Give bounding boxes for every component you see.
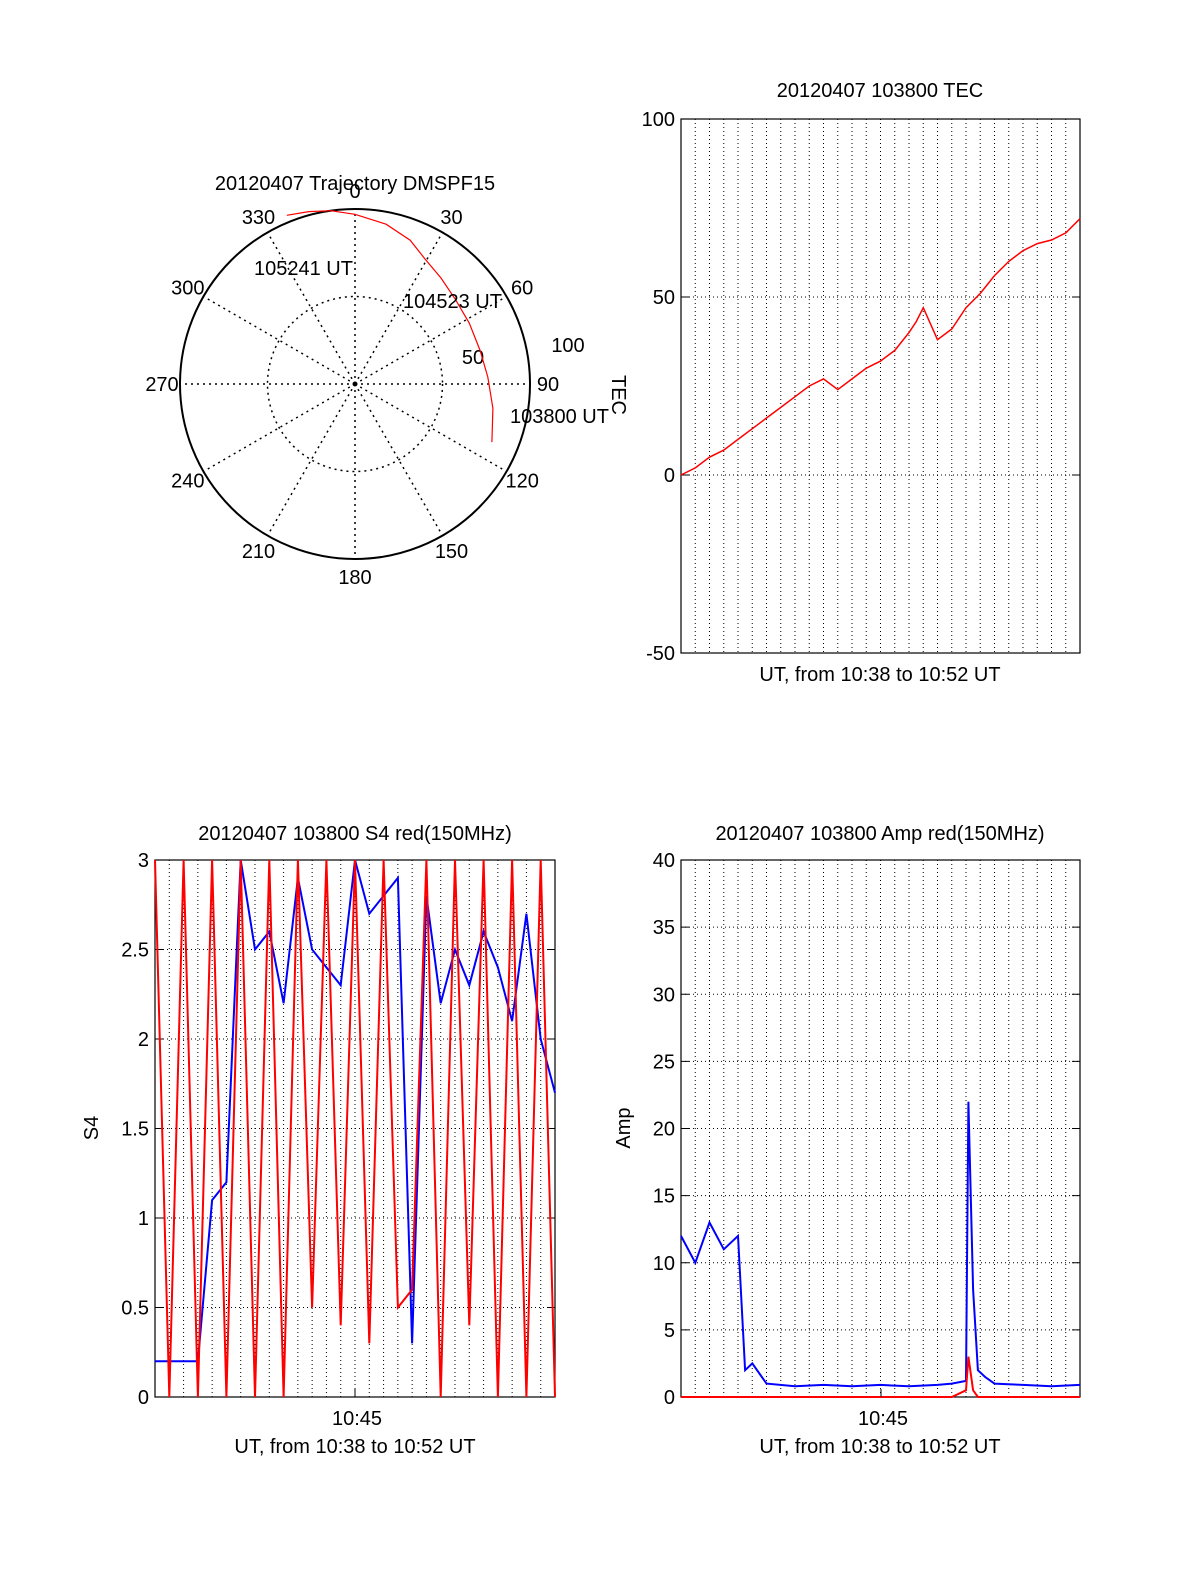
polar-grid-ring [266,295,444,473]
polar-azimuth-label: 60 [511,278,533,300]
amp-ytick-label: 25 [653,1051,675,1073]
amp-ytick-label: 30 [653,984,675,1006]
amp-ytick-label: 5 [664,1320,675,1342]
polar-azimuth-label: 270 [145,374,178,396]
s4-ytick-label: 2.5 [121,940,149,962]
polar-azimuth-label: 240 [171,471,204,493]
s4-ytick-label: 2 [138,1029,149,1051]
s4-ytick-label: 1.5 [121,1119,149,1141]
polar-elevation-label: 50 [462,347,484,369]
amp-ytick-label: 35 [653,917,675,939]
polar-spoke [266,232,356,385]
polar-azimuth-label: 210 [242,541,275,563]
amp-ylabel: Amp [613,1107,635,1148]
tec-ytick-label: 100 [642,109,675,131]
amp-ytick-label: 0 [664,1387,675,1409]
amp-ytick-label: 20 [653,1119,675,1141]
polar-point-label: 103800 UT [510,406,609,428]
amp-series-line [681,1356,1080,1398]
polar-elevation-label: 100 [551,335,584,357]
s4-ytick-label: 0 [138,1387,149,1409]
polar-trajectory-line [286,210,494,443]
tec-ytick-label: 50 [653,287,675,309]
s4-ytick-label: 0.5 [121,1298,149,1320]
tec-ylabel: TEC [607,375,629,415]
tec-panel: 20120407 103800 TEC UT, from 10:38 to 10… [607,80,1081,686]
polar-azimuth-label: 180 [338,567,371,589]
s4-ytick-label: 1 [138,1208,149,1230]
tec-ytick-label: -50 [646,643,675,665]
s4-series-line [154,859,556,1398]
s4-ytick-label: 3 [138,850,149,872]
polar-spoke [354,383,507,473]
amp-series-line [680,1101,1081,1388]
polar-azimuth-label: 150 [435,541,468,563]
polar-azimuth-label: 120 [505,471,538,493]
tec-xlabel: UT, from 10:38 to 10:52 UT [759,664,1000,686]
polar-azimuth-label: 330 [242,207,275,229]
tec-series-line [680,218,1081,476]
polar-azimuth-label: 30 [440,207,462,229]
polar-title: 20120407 Trajectory DMSPF15 [215,173,495,195]
polar-spoke [203,295,356,385]
amp-ytick-label: 10 [653,1253,675,1275]
s4-panel: 20120407 103800 S4 red(150MHz) 10:45 UT,… [81,823,556,1458]
polar-point-label: 105241 UT [254,258,353,280]
polar-spoke [203,383,356,473]
s4-title: 20120407 103800 S4 red(150MHz) [198,823,512,845]
amp-xtick-label: 10:45 [858,1408,908,1430]
amp-xlabel: UT, from 10:38 to 10:52 UT [759,1436,1000,1458]
tec-title: 20120407 103800 TEC [777,80,983,102]
amp-ytick-label: 15 [653,1186,675,1208]
polar-spoke [354,232,444,385]
tec-ytick-label: 0 [664,465,675,487]
polar-azimuth-label: 300 [171,278,204,300]
polar-trajectory-panel: 20120407 Trajectory DMSPF15 0 30 60 90 120 15… [145,173,609,589]
polar-azimuth-label: 90 [537,374,559,396]
polar-azimuth-label: 0 [349,181,360,203]
amp-panel: 20120407 103800 Amp red(150MHz) 10:45 UT… [613,823,1081,1458]
polar-spoke [354,295,507,385]
s4-xlabel: UT, from 10:38 to 10:52 UT [234,1436,475,1458]
polar-spoke [354,383,444,536]
amp-ytick-label: 40 [653,850,675,872]
s4-ylabel: S4 [81,1116,103,1140]
polar-spoke [266,383,356,536]
amp-title: 20120407 103800 Amp red(150MHz) [715,823,1044,845]
polar-point-label: 104523 UT [403,291,502,313]
s4-xtick-label: 10:45 [332,1408,382,1430]
